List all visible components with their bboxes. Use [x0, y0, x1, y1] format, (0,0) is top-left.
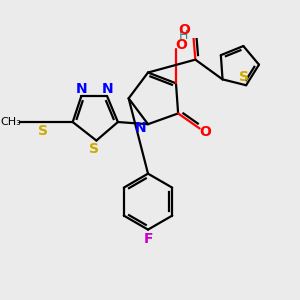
Text: O: O [178, 23, 190, 38]
Text: O: O [175, 38, 187, 52]
Text: F: F [143, 232, 153, 246]
Text: CH₃: CH₃ [0, 117, 21, 127]
Text: S: S [89, 142, 99, 156]
Text: N: N [134, 122, 146, 136]
Text: N: N [76, 82, 87, 96]
Text: O: O [199, 125, 211, 139]
Text: S: S [239, 70, 249, 84]
Text: S: S [38, 124, 48, 138]
Text: N: N [101, 82, 113, 96]
Text: H: H [179, 28, 188, 42]
